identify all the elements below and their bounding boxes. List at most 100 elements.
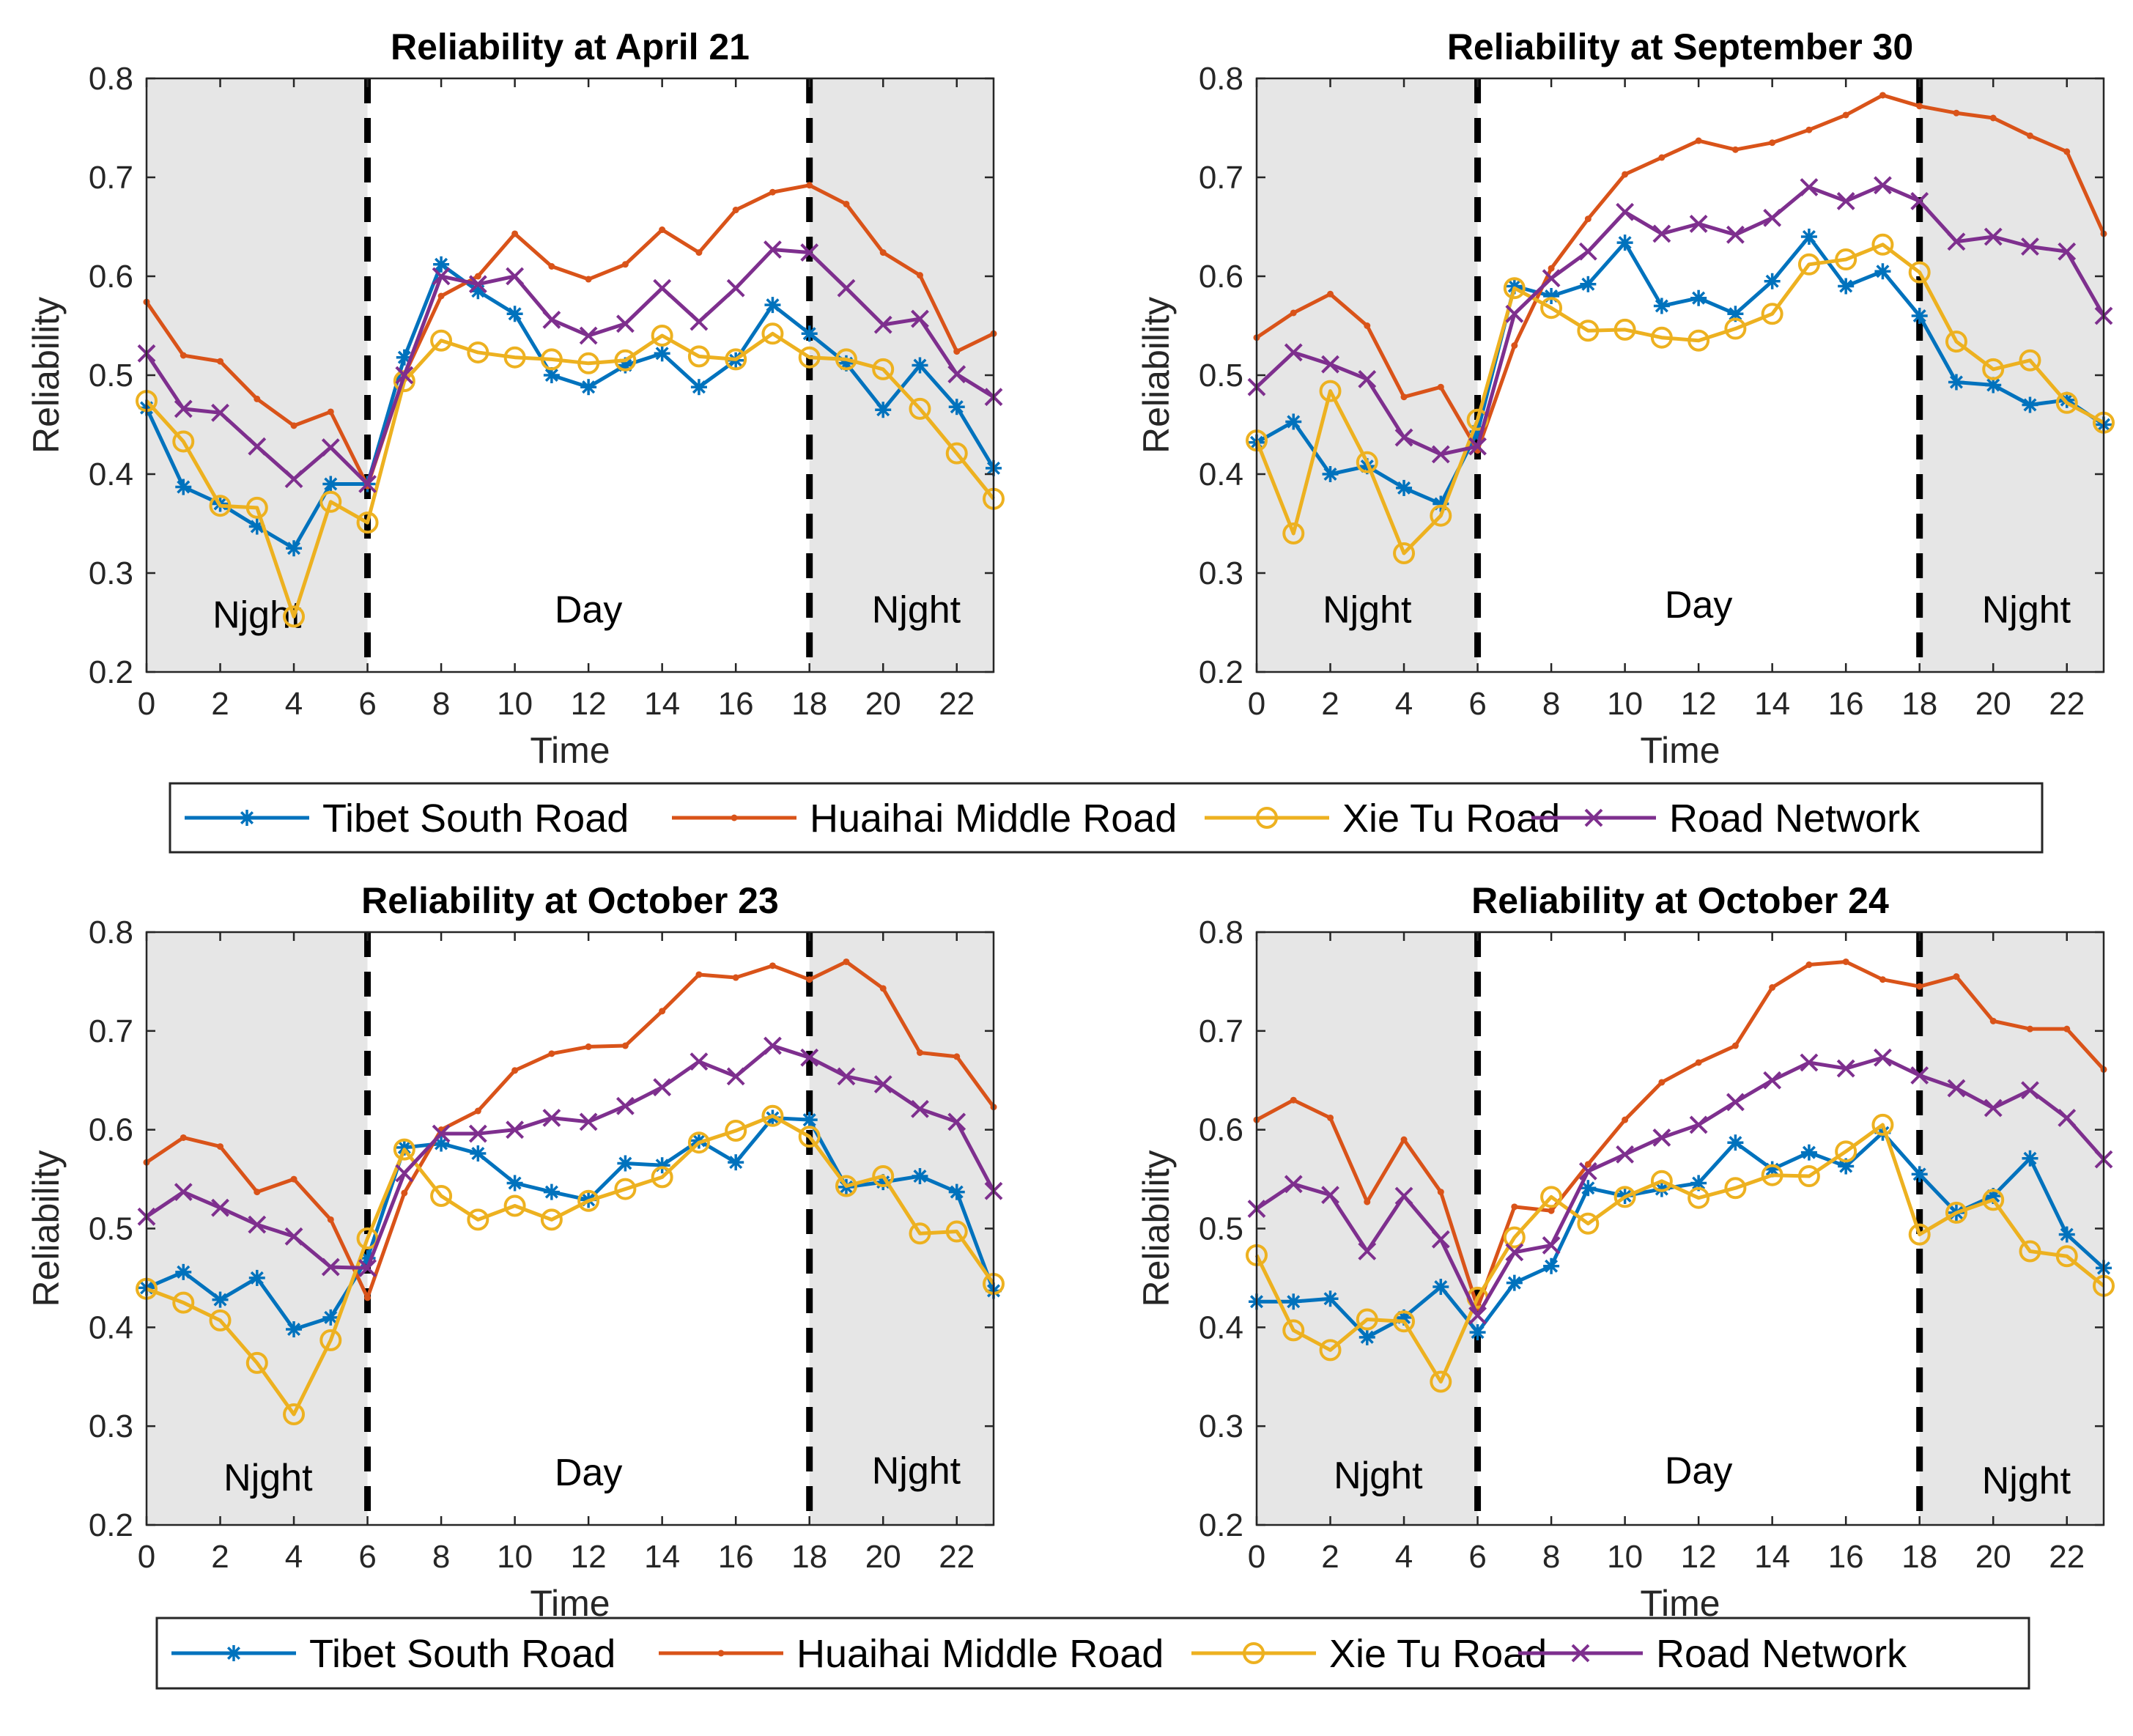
data-point-huaihai-middle-road: [180, 352, 187, 359]
legend-entry-road-network: Road Network: [1531, 797, 1921, 841]
data-point-huaihai-middle-road: [1731, 1042, 1739, 1049]
y-tick-label: 0.5: [89, 358, 133, 394]
data-point-xie-tu-road: [1797, 253, 1820, 276]
data-point-huaihai-middle-road: [290, 1175, 297, 1183]
y-tick-label: 0.4: [1199, 457, 1243, 492]
data-point-road-network: [174, 399, 193, 418]
data-point-road-network: [1394, 428, 1413, 447]
data-point-road-network: [1763, 1071, 1782, 1090]
data-point-tibet-south-road: [1690, 289, 1707, 306]
data-point-huaihai-middle-road: [732, 207, 739, 214]
data-point-road-network: [615, 314, 635, 333]
series-xie-tu-road: [136, 322, 1005, 628]
x-tick-label: 18: [791, 1539, 827, 1575]
data-point-tibet-south-road: [506, 1175, 523, 1192]
y-tick-label: 0.3: [89, 1408, 133, 1444]
data-point-road-network: [1578, 1161, 1597, 1181]
day-region: [367, 78, 810, 672]
data-point-road-network: [1652, 1129, 1671, 1147]
y-tick-label: 0.8: [1199, 61, 1243, 97]
chart-title: Reliability at September 30: [1447, 26, 1913, 67]
data-point-road-network: [653, 1078, 672, 1097]
series-line-huaihai-middle-road: [144, 183, 995, 488]
chart-title: Reliability at April 21: [391, 26, 750, 67]
data-point-tibet-south-road: [728, 1154, 744, 1171]
x-tick-label: 10: [497, 1539, 533, 1575]
data-point-xie-tu-road: [1761, 1164, 1783, 1186]
data-point-huaihai-middle-road: [217, 1143, 224, 1150]
data-point-xie-tu-road: [1908, 1223, 1931, 1246]
data-point-tibet-south-road: [617, 1155, 634, 1172]
y-tick-label: 0.3: [1199, 555, 1243, 591]
data-point-xie-tu-road: [1650, 1170, 1673, 1192]
data-point-road-network: [1394, 1186, 1413, 1205]
data-point-road-network: [1910, 1066, 1929, 1085]
data-point-road-network: [1726, 225, 1745, 244]
data-point-xie-tu-road: [319, 1329, 342, 1351]
data-point-huaihai-middle-road: [364, 1294, 371, 1301]
x-tick-label: 2: [1321, 1539, 1339, 1575]
y-axis-label: Reliability: [26, 1150, 67, 1307]
data-point-tibet-south-road: [1285, 1293, 1302, 1310]
data-point-tibet-south-road: [1948, 374, 1964, 391]
data-point-xie-tu-road: [172, 430, 195, 453]
data-point-xie-tu-road: [283, 605, 306, 628]
x-tick-label: 8: [1542, 686, 1560, 722]
data-point-xie-tu-road: [945, 1220, 968, 1243]
data-point-xie-tu-road: [577, 352, 600, 374]
data-point-huaihai-middle-road: [879, 985, 887, 992]
x-tick-label: 12: [1681, 686, 1717, 722]
data-point-huaihai-middle-road: [1511, 342, 1518, 349]
data-point-huaihai-middle-road: [1511, 1203, 1518, 1211]
x-tick-label: 14: [644, 686, 680, 722]
data-point-road-network: [911, 309, 929, 328]
x-tick-label: 2: [1321, 686, 1339, 722]
x-tick-label: 18: [1901, 686, 1937, 722]
data-point-huaihai-middle-road: [732, 974, 739, 981]
y-tick-label: 0.6: [89, 1112, 133, 1148]
y-axis-label: Reliability: [26, 297, 67, 454]
y-tick-label: 0.5: [1199, 1211, 1243, 1247]
x-tick-label: 16: [1828, 1539, 1864, 1575]
data-point-xie-tu-road: [540, 348, 563, 371]
x-tick-label: 20: [1975, 1539, 2011, 1575]
region-label-day: Day: [555, 589, 622, 632]
data-point-tibet-south-road: [212, 1291, 229, 1308]
data-point-xie-tu-road: [1319, 1339, 1342, 1362]
data-point-xie-tu-road: [1797, 1165, 1820, 1188]
y-tick-label: 0.3: [89, 555, 133, 591]
data-point-road-network: [1321, 355, 1339, 374]
series-line-road-network: [145, 1044, 996, 1270]
data-point-road-network: [1542, 1236, 1561, 1255]
x-tick-label: 0: [138, 686, 155, 722]
data-point-xie-tu-road: [540, 1208, 563, 1231]
y-tick-label: 0.7: [89, 160, 133, 196]
data-point-huaihai-middle-road: [327, 408, 334, 415]
data-point-xie-tu-road: [356, 511, 379, 534]
legend-entry-xie-tu-road: Xie Tu Road: [1205, 797, 1560, 841]
data-point-huaihai-middle-road: [953, 348, 961, 355]
data-point-xie-tu-road: [1282, 522, 1305, 544]
night-region-morning: [1257, 932, 1478, 1525]
data-point-road-network: [1874, 176, 1892, 195]
data-point-huaihai-middle-road: [1400, 1136, 1408, 1143]
data-point-road-network: [211, 1198, 229, 1217]
data-point-huaihai-middle-road: [254, 1189, 261, 1196]
data-point-huaihai-middle-road: [1400, 394, 1408, 401]
legend-label: Road Network: [1669, 797, 1921, 841]
data-point-tibet-south-road: [286, 1321, 303, 1338]
data-point-huaihai-middle-road: [695, 249, 703, 256]
y-axis-label: Reliability: [1136, 1150, 1177, 1307]
data-point-road-network: [174, 1183, 193, 1202]
data-point-road-network: [506, 1120, 525, 1140]
data-point-huaihai-middle-road: [1437, 1189, 1444, 1196]
data-point-huaihai-middle-road: [1916, 983, 1923, 990]
data-point-tibet-south-road: [1911, 308, 1928, 324]
data-point-huaihai-middle-road: [769, 188, 776, 196]
data-point-xie-tu-road: [2019, 1240, 2041, 1263]
data-point-road-network: [690, 1052, 709, 1071]
y-tick-label: 0.8: [89, 61, 133, 97]
y-tick-label: 0.7: [1199, 1013, 1243, 1049]
data-point-huaihai-middle-road: [1805, 126, 1813, 133]
data-point-xie-tu-road: [2055, 1245, 2078, 1268]
